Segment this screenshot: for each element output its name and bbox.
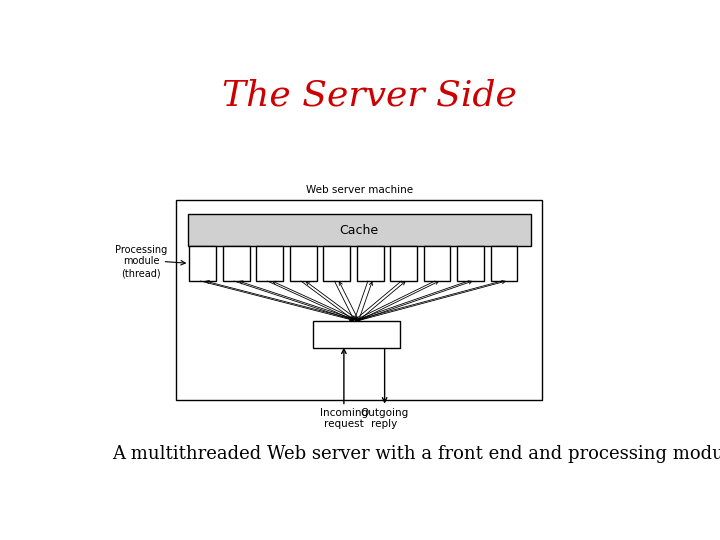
Text: Incoming
request: Incoming request	[320, 408, 368, 429]
Bar	[189, 246, 216, 281]
Bar	[490, 246, 518, 281]
Bar	[222, 246, 250, 281]
Bar	[356, 246, 384, 281]
Bar	[423, 246, 451, 281]
Text: The Server Side: The Server Side	[222, 79, 516, 113]
Text: A multithreaded Web server with a front end and processing modules.: A multithreaded Web server with a front …	[112, 444, 720, 463]
Bar	[457, 246, 484, 281]
Text: Front end: Front end	[328, 328, 384, 341]
Bar	[256, 246, 283, 281]
Bar	[188, 214, 531, 246]
Bar	[390, 246, 417, 281]
Text: Processing
module
(thread): Processing module (thread)	[115, 245, 168, 278]
Text: Outgoing
reply: Outgoing reply	[361, 408, 409, 429]
Bar	[313, 321, 400, 348]
Bar	[289, 246, 317, 281]
Text: Cache: Cache	[340, 224, 379, 237]
Text: Web server machine: Web server machine	[306, 185, 413, 194]
Bar	[176, 200, 542, 400]
Bar	[323, 246, 350, 281]
